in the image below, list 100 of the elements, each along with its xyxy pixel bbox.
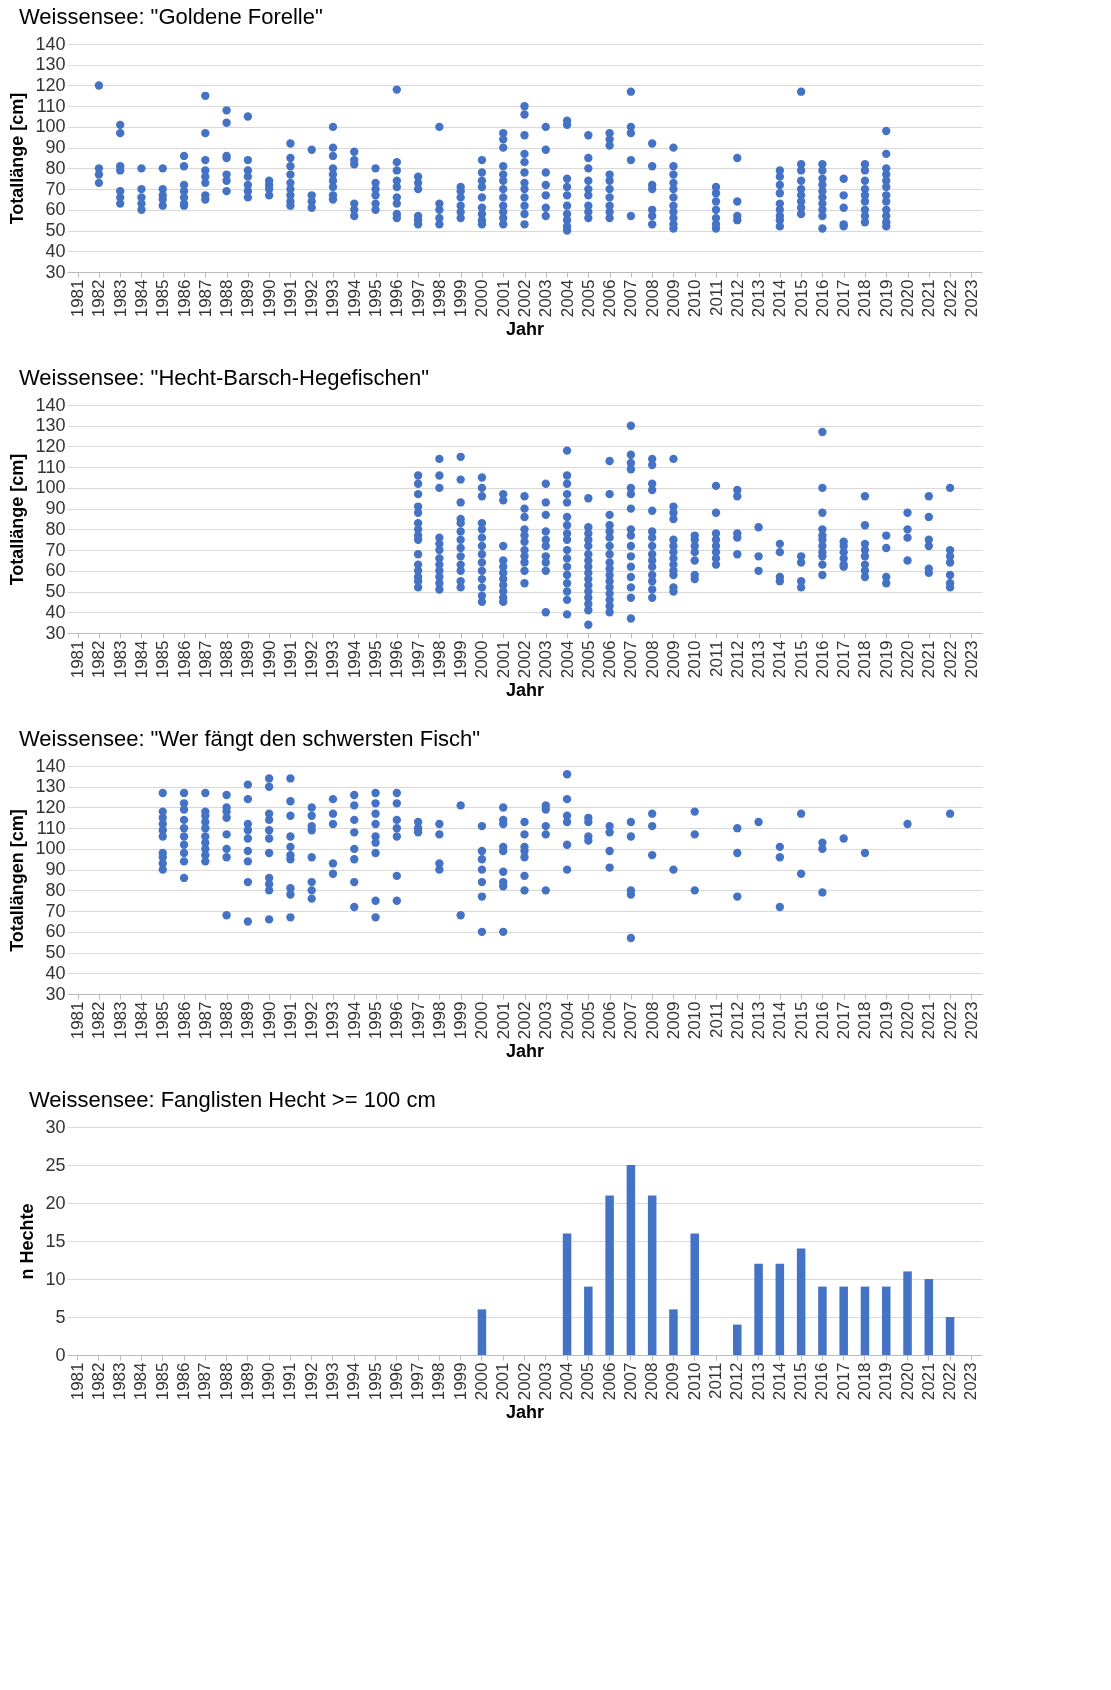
bar — [647, 1195, 657, 1355]
y-tick-label: 60 — [45, 199, 66, 220]
y-tick-label: 60 — [45, 560, 66, 581]
y-tick-label: 120 — [35, 435, 66, 456]
x-tick-label: 2013 — [749, 1001, 769, 1040]
y-tick-label: 5 — [55, 1306, 66, 1327]
x-tick-label: 2005 — [578, 279, 598, 318]
x-tick-label: 1987 — [195, 1362, 215, 1401]
y-tick-label: 40 — [45, 962, 66, 983]
x-tick-label: 1996 — [387, 640, 407, 679]
x-tick-label: 2022 — [940, 279, 960, 318]
y-tick-label: 140 — [35, 394, 66, 415]
x-tick-label: 2003 — [536, 279, 556, 318]
x-tick-label: 2011 — [706, 640, 726, 678]
x-tick-label: 2018 — [855, 279, 875, 318]
chart-title: Weissensee: Fanglisten Hecht >= 100 cm — [28, 1087, 436, 1112]
x-tick-label: 1982 — [89, 640, 109, 679]
x-tick-label: 1994 — [344, 1001, 364, 1040]
y-axis-title: n Hechte — [17, 1203, 38, 1280]
x-tick-label: 2016 — [812, 1001, 832, 1040]
x-tick-label: 1998 — [429, 1001, 449, 1040]
x-tick-label: 2010 — [685, 279, 705, 318]
x-tick-label: 2017 — [834, 279, 854, 318]
x-tick-label: 2002 — [515, 1001, 534, 1040]
x-tick-label: 2000 — [472, 640, 492, 679]
x-tick-label: 1994 — [344, 279, 364, 318]
x-tick-label: 2007 — [621, 1001, 641, 1040]
x-tick-label: 1993 — [323, 640, 343, 679]
x-tick-label: 2022 — [940, 1001, 960, 1040]
x-tick-label: 2023 — [961, 279, 981, 318]
x-tick-label: 2011 — [706, 1001, 726, 1039]
bar — [584, 1286, 593, 1355]
y-tick-label: 50 — [45, 220, 66, 241]
bar — [690, 1233, 699, 1355]
x-tick-label: 1997 — [408, 1362, 428, 1401]
x-tick-label: 2021 — [918, 1362, 938, 1401]
x-tick-label: 1996 — [387, 279, 407, 318]
y-tick-label: 80 — [45, 518, 66, 539]
x-tick-label: 2020 — [898, 279, 918, 318]
x-tick-label: 2002 — [515, 279, 534, 318]
x-tick-label: 1986 — [174, 1362, 194, 1401]
x-tick-label: 2001 — [493, 1362, 513, 1401]
x-tick-label: 1989 — [238, 640, 258, 679]
x-tick-label: 2001 — [493, 1001, 513, 1040]
y-tick-label: 140 — [35, 33, 66, 54]
x-tick-label: 2014 — [769, 1362, 789, 1401]
x-tick-label: 2021 — [919, 640, 939, 679]
x-tick-label: 2007 — [620, 1362, 640, 1401]
y-tick-label: 60 — [45, 921, 66, 942]
y-tick-label: 50 — [45, 581, 66, 602]
x-tick-label: 1990 — [259, 1362, 279, 1401]
x-tick-label: 2009 — [663, 1362, 683, 1401]
bar — [924, 1279, 934, 1355]
y-tick-label: 100 — [35, 838, 66, 859]
x-tick-label: 1985 — [153, 1001, 173, 1040]
x-tick-label: 1998 — [429, 1362, 449, 1401]
x-tick-label: 2015 — [791, 640, 811, 679]
x-tick-label: 2023 — [961, 640, 981, 679]
x-tick-label: 2000 — [472, 279, 492, 318]
x-tick-label: 1999 — [451, 640, 471, 679]
y-axis-title: Totallängen [cm] — [7, 809, 28, 952]
x-tick-label: 1985 — [153, 279, 173, 318]
x-tick-label: 1996 — [386, 1362, 406, 1401]
x-tick-label: 1991 — [280, 1001, 300, 1040]
x-tick-label: 2000 — [472, 1001, 492, 1040]
x-tick-label: 1994 — [344, 640, 364, 679]
x-tick-label: 1982 — [89, 279, 109, 318]
x-tick-label: 1999 — [451, 1001, 471, 1040]
x-tick-label: 1983 — [110, 1362, 130, 1401]
bar — [562, 1233, 572, 1355]
x-tick-label: 2008 — [642, 1001, 662, 1040]
y-tick-label: 120 — [35, 74, 66, 95]
x-tick-label: 2002 — [515, 640, 534, 679]
y-tick-label: 110 — [36, 95, 66, 116]
x-tick-label: 1993 — [323, 1001, 343, 1040]
x-tick-label: 2018 — [855, 1001, 875, 1040]
y-tick-label: 90 — [45, 498, 66, 519]
chart-title: Weissensee: "Wer fängt den schwersten Fisch" — [18, 726, 481, 751]
x-tick-label: 2009 — [663, 279, 683, 318]
bar — [477, 1309, 487, 1355]
x-tick-label: 1984 — [131, 640, 151, 679]
x-tick-label: 1982 — [88, 1362, 108, 1401]
y-tick-label: 50 — [45, 942, 66, 963]
x-tick-label: 1986 — [174, 640, 194, 679]
x-tick-label: 2003 — [536, 640, 556, 679]
x-tick-label: 2009 — [663, 1001, 683, 1040]
x-tick-label: 2014 — [770, 1001, 790, 1040]
x-tick-label: 1987 — [195, 640, 215, 679]
x-tick-label: 1988 — [217, 1001, 237, 1040]
x-tick-label: 1992 — [302, 640, 322, 679]
x-tick-label: 2005 — [578, 640, 598, 679]
x-tick-label: 1988 — [217, 640, 237, 679]
bar — [796, 1248, 806, 1355]
y-axis-title: Totallänge [cm] — [7, 92, 28, 225]
x-tick-label: 1984 — [131, 1362, 151, 1401]
x-tick-label: 2011 — [706, 279, 726, 317]
x-tick-label: 2023 — [961, 1001, 981, 1040]
x-axis-title: Jahr — [505, 1402, 545, 1423]
x-tick-label: 1987 — [195, 279, 215, 318]
x-tick-label: 1985 — [153, 640, 173, 679]
